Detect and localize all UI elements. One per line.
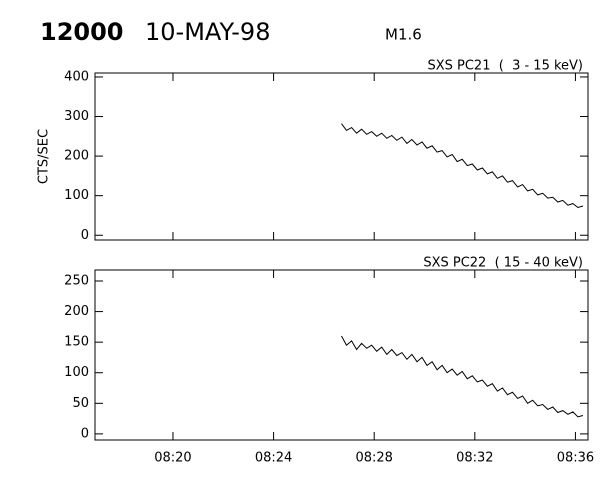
y-tick-label: 0 — [81, 228, 89, 243]
x-tick-label: 08:28 — [355, 451, 392, 466]
data-line — [341, 335, 584, 418]
panel-title: SXS PC21 ( 3 - 15 keV) — [427, 59, 583, 74]
x-tick-label: 08:36 — [557, 451, 594, 466]
y-tick-label: 250 — [64, 274, 89, 289]
y-tick-label: 400 — [64, 69, 89, 84]
x-tick-label: 08:24 — [255, 451, 292, 466]
y-tick-label: 200 — [64, 149, 89, 164]
plot-frame — [94, 269, 589, 441]
y-tick-label: 200 — [64, 304, 89, 319]
y-tick-label: 50 — [72, 396, 89, 411]
event-date: 10-MAY-98 — [145, 18, 270, 46]
data-line — [341, 123, 584, 209]
x-tick-label: 08:20 — [154, 451, 191, 466]
y-tick-label: 100 — [64, 365, 89, 380]
y-axis-label: CTS/SEC — [37, 129, 52, 184]
y-tick-label: 0 — [81, 426, 89, 441]
y-tick-label: 100 — [64, 188, 89, 203]
y-tick-label: 150 — [64, 335, 89, 350]
panel-title: SXS PC22 ( 15 - 40 keV) — [423, 256, 583, 271]
x-tick-label: 08:32 — [456, 451, 493, 466]
flare-class: M1.6 — [385, 26, 422, 44]
event-id: 12000 — [40, 18, 124, 46]
y-tick-label: 300 — [64, 109, 89, 124]
plot-frame — [94, 72, 589, 241]
